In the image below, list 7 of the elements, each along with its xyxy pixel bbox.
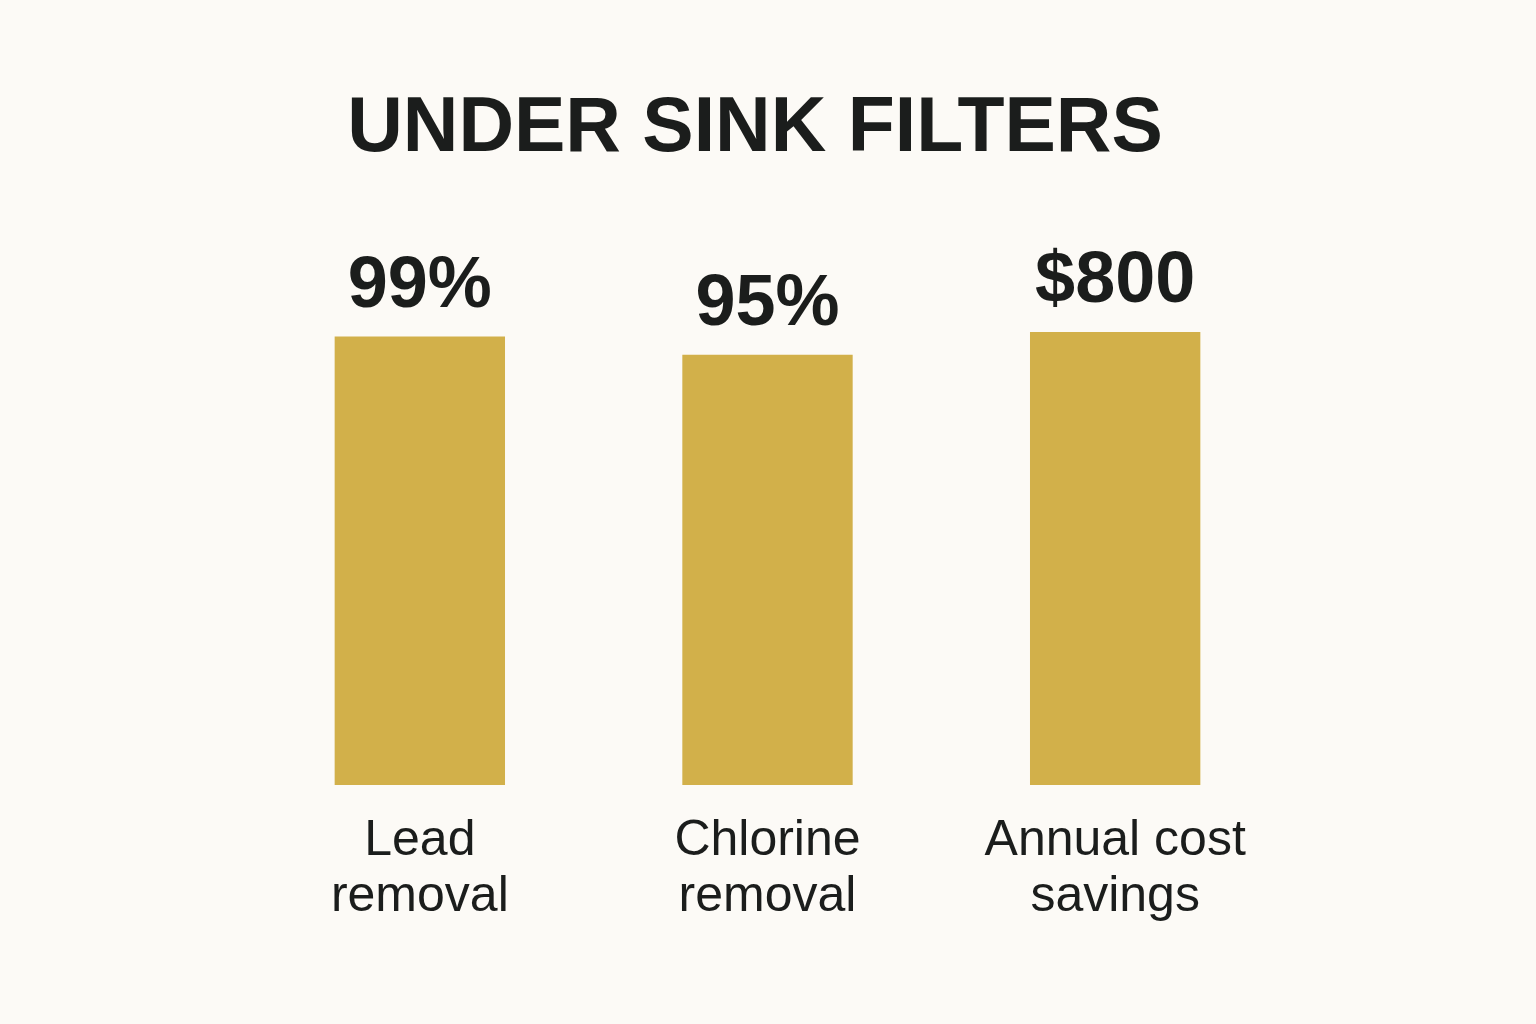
- chart-title: UNDER SINK FILTERS: [346, 81, 1164, 167]
- x-tick-label: Lead removal: [330, 809, 509, 922]
- data-label: $800: [1035, 237, 1196, 317]
- x-tick-label: Annual cost savings: [984, 809, 1246, 922]
- x-tick-label: Chlorine removal: [674, 809, 861, 922]
- data-label: 95%: [695, 259, 840, 340]
- data-label: 99%: [347, 241, 492, 322]
